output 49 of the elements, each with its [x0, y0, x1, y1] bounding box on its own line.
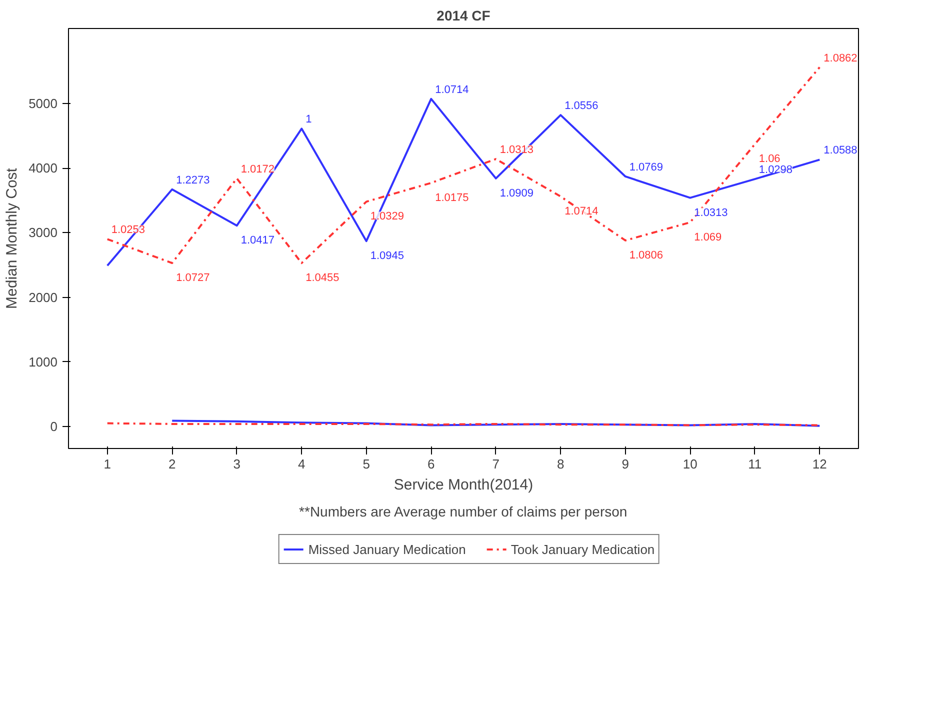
x-tick-label: 4 — [298, 456, 306, 472]
x-axis-title: Service Month(2014) — [394, 476, 534, 494]
x-tick-label: 8 — [557, 456, 564, 472]
annotation: 1.0945 — [370, 250, 404, 262]
y-tick-label: 1000 — [28, 354, 58, 370]
annotation: 1.0175 — [435, 192, 469, 204]
annotation: 1.0714 — [435, 84, 469, 96]
annotation: 1.0253 — [111, 224, 146, 236]
annotation: 1.0172 — [240, 163, 275, 176]
text: **Numbers are Average number of claims per person — [299, 504, 628, 520]
line-series — [106, 66, 821, 264]
annotation: 1.0455 — [306, 272, 340, 284]
y-tick-label: 0 — [50, 419, 58, 434]
x-tick-label: 12 — [812, 456, 827, 472]
legend-label: Took January Medication — [510, 542, 655, 556]
x-tick-label: 1 — [104, 456, 111, 472]
annotation: 1 — [306, 114, 312, 126]
annotation: 1.0588 — [824, 144, 858, 157]
chart-title: 2014 CF — [436, 8, 491, 24]
annotation: 1.0714 — [564, 206, 598, 218]
annotation: 1.0298 — [758, 164, 793, 176]
annotation: 1.0313 — [500, 144, 534, 156]
annotation: 1.0862 — [824, 52, 858, 64]
annotation: 1.0329 — [370, 210, 404, 223]
annotation: 1.0909 — [500, 187, 534, 200]
x-tick-label: 5 — [362, 456, 370, 472]
annotation: 1.0313 — [694, 206, 728, 219]
x-tick-label: 7 — [492, 456, 500, 472]
annotation: 1.069 — [694, 231, 722, 244]
x-tick-label: 11 — [748, 456, 762, 472]
x-tick-label: 9 — [622, 456, 630, 472]
line-series — [106, 98, 821, 267]
annotation: 1.0556 — [564, 100, 598, 112]
x-tick-label: 2 — [168, 456, 176, 472]
y-tick-label: 2000 — [28, 290, 58, 305]
annotation: 1.0769 — [629, 161, 664, 174]
annotation: 1.0417 — [240, 234, 275, 247]
annotation: 1.0727 — [176, 272, 210, 284]
annotation: 1.06 — [758, 153, 780, 166]
y-tick-label: 3000 — [28, 225, 58, 240]
y-tick-label: 4000 — [28, 160, 58, 176]
x-tick-label: 6 — [428, 456, 435, 472]
x-tick-label: 10 — [682, 456, 698, 472]
x-tick-label: 3 — [233, 456, 240, 472]
legend-label: Missed January Medication — [308, 542, 466, 556]
annotation: 1.2273 — [176, 174, 210, 186]
y-axis-title: Median Monthly Cost — [4, 167, 21, 309]
annotation: 1.0806 — [629, 249, 664, 262]
y-tick-label: 5000 — [28, 96, 58, 111]
